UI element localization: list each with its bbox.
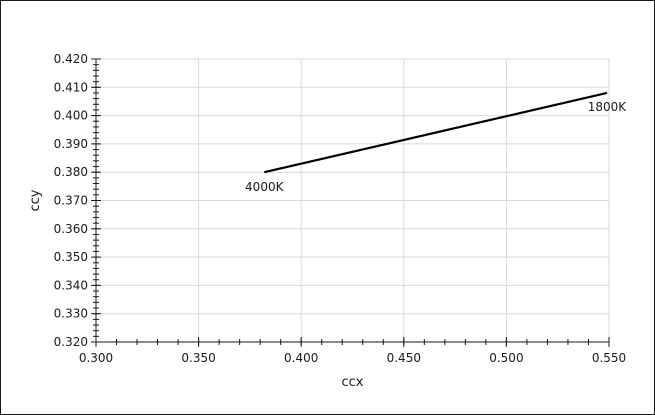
y-tick-label: 0.320	[54, 335, 88, 349]
y-tick-label: 0.420	[54, 52, 88, 66]
y-tick-label: 0.360	[54, 222, 88, 236]
y-tick-label: 0.390	[54, 137, 88, 151]
label-layer: 4000K 1800K	[245, 100, 627, 194]
y-tick-label: 0.380	[54, 165, 88, 179]
x-tick-label: 0.400	[284, 351, 318, 365]
x-tick-label: 0.450	[387, 351, 421, 365]
y-tick-label: 0.410	[54, 80, 88, 94]
series-line	[264, 91, 608, 174]
x-axis-title: ccx	[342, 375, 364, 390]
grid-layer	[96, 58, 610, 342]
tick-layer: 0.300 0.350 0.400 0.450 0.500 0.550 0.320 0.330…	[54, 52, 627, 365]
y-axis-title: ccy	[28, 189, 43, 211]
y-tick-label: 0.370	[54, 194, 88, 208]
series-layer	[264, 91, 608, 174]
y-tick-label: 0.330	[54, 307, 88, 321]
x-tick-label: 0.500	[489, 351, 523, 365]
x-tick-label: 0.350	[181, 351, 215, 365]
axis-layer	[91, 58, 610, 347]
temperature-label: 1800K	[588, 100, 628, 114]
x-tick-label: 0.550	[592, 351, 626, 365]
y-tick-label: 0.350	[54, 250, 88, 264]
temperature-label: 4000K	[245, 180, 285, 194]
y-tick-label: 0.400	[54, 109, 88, 123]
y-tick-label: 0.340	[54, 278, 88, 292]
x-tick-label: 0.300	[79, 351, 113, 365]
